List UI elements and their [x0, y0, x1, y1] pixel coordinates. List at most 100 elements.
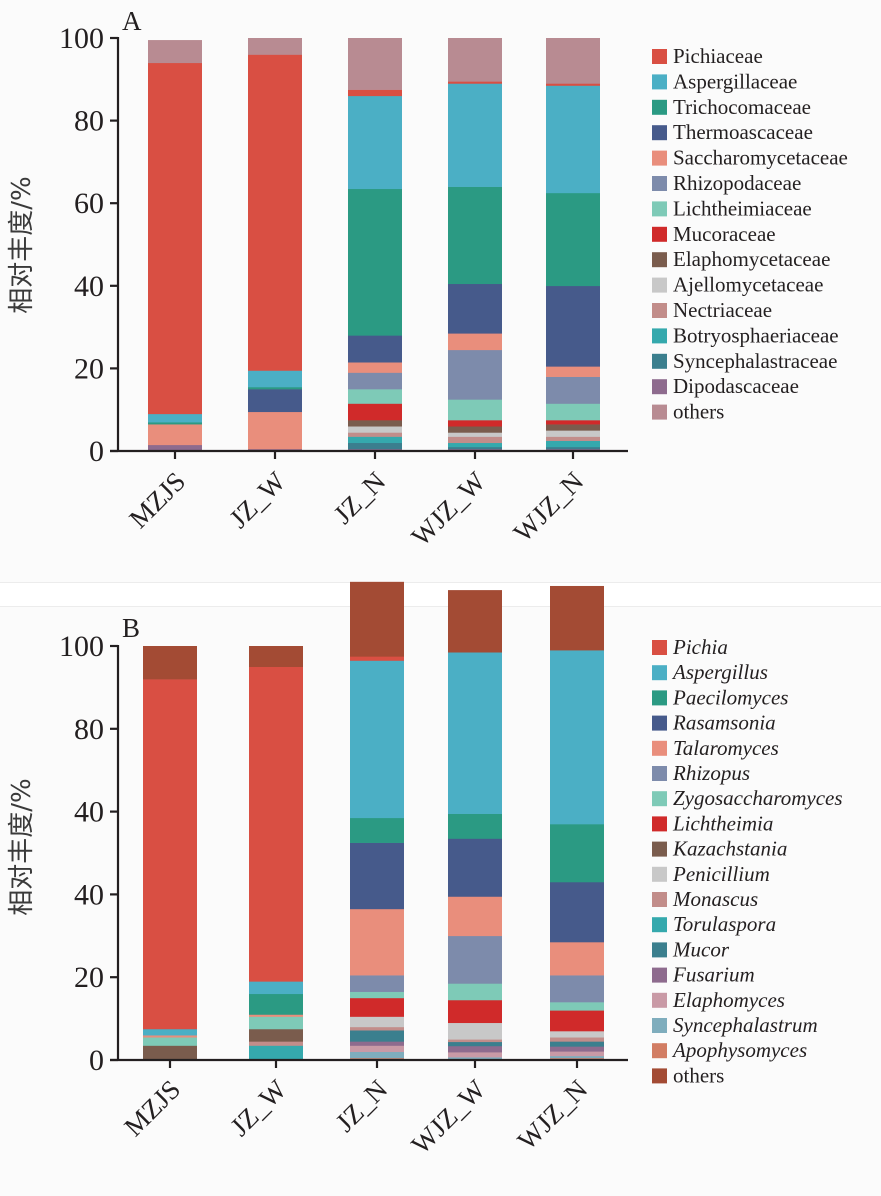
- chart-a-y-tick-label: 100: [59, 22, 104, 55]
- chart-b-panel-label: B: [122, 613, 140, 643]
- chart-a-segment-jz-w-aspergillaceae: [248, 370, 302, 388]
- chart-b-y-tick-label: 20: [74, 961, 104, 994]
- chart-b-legend-label: Rasamsonia: [672, 711, 776, 735]
- chart-b-segment-wjz-n-mucor: [550, 1041, 604, 1047]
- chart-b-segment-wjz-n-penicillium: [550, 1031, 604, 1038]
- chart-a-segment-wjz-n-rhizopodaceae: [546, 376, 600, 404]
- chart-b-segment-jz-n-lichtheimia: [350, 997, 404, 1017]
- chart-a-segment-jz-w-saccharomycetaceae: [248, 411, 302, 450]
- chart-a-legend-item-rhizopodaceae: Rhizopodaceae: [652, 171, 801, 195]
- chart-b-legend-swatch: [652, 892, 667, 907]
- chart-b-segment-wjz-n-talaromyces: [550, 942, 604, 976]
- chart-a-segment-jz-n-lichtheimiaceae: [348, 389, 402, 404]
- chart-b-segment-jz-n-penicillium: [350, 1016, 404, 1028]
- chart-b-legend: PichiaAspergillusPaecilomycesRasamsoniaT…: [652, 635, 843, 1087]
- chart-a-panel-label: A: [122, 6, 142, 36]
- chart-b-legend-item-zygosaccharomyces: Zygosaccharomyces: [652, 786, 843, 810]
- chart-a-segment-mzjs-saccharomycetaceae: [148, 424, 202, 446]
- chart-a-legend-item-syncephalastraceae: Syncephalastraceae: [652, 349, 837, 373]
- chart-b-segment-mzjs-kazachstania: [143, 1045, 197, 1061]
- chart-a-segment-wjz-n-lichtheimiaceae: [546, 403, 600, 421]
- chart-b-legend-item-aspergillus: Aspergillus: [652, 660, 768, 684]
- chart-b-legend-swatch: [652, 1068, 667, 1084]
- chart-b-segment-mzjs-aspergillus: [143, 1028, 197, 1036]
- chart-a-legend-item-ajellomycetaceae: Ajellomycetaceae: [652, 273, 823, 297]
- chart-b-x-tick-label-wjz-w: WJZ_W: [405, 1074, 491, 1160]
- chart-a-segment-wjz-n-nectriaceae: [546, 436, 600, 441]
- chart-a-segment-wjz-n-aspergillaceae: [546, 85, 600, 194]
- chart-a-legend-label: Nectriaceae: [673, 298, 772, 322]
- chart-b-legend-swatch: [652, 665, 667, 681]
- chart-b-legend-swatch: [652, 715, 667, 731]
- chart-b-y-tick-label: 40: [74, 878, 104, 911]
- chart-b-segment-jz-n-mucor: [350, 1030, 404, 1042]
- chart-a-segment-wjz-n-botryosphaeriaceae: [546, 440, 600, 448]
- chart-b-segment-wjz-n-syncephalastrum: [550, 1055, 604, 1059]
- chart-b-bar-wjz-w: [448, 590, 502, 1061]
- chart-b-y-axis-label: 相对丰度/%: [7, 778, 37, 915]
- chart-a-segment-jz-w-thermoascaceae: [248, 389, 302, 413]
- chart-a-legend-item-thermoascaceae: Thermoascaceae: [652, 120, 813, 144]
- chart-a-segment-wjz-w-pichiaceae: [448, 81, 502, 84]
- chart-a-segment-wjz-n-trichocomaceae: [546, 192, 600, 287]
- chart-b-legend-swatch: [652, 1018, 667, 1033]
- chart-b-segment-jz-n-aspergillus: [350, 660, 404, 819]
- chart-a-segment-wjz-w-lichtheimiaceae: [448, 399, 502, 421]
- chart-b-x-tick-label-jz-w: JZ_W: [224, 1074, 292, 1142]
- chart-a-segment-jz-n-syncephalastraceae: [348, 442, 402, 450]
- chart-b-segment-wjz-w-rasamsonia: [448, 838, 502, 897]
- chart-a-y-tick-label: 80: [74, 105, 104, 138]
- chart-b-legend-label: others: [673, 1063, 724, 1087]
- chart-a-legend-label: Thermoascaceae: [673, 120, 813, 144]
- chart-a-legend-swatch: [652, 201, 667, 217]
- chart-a-segment-jz-n-others: [348, 38, 402, 90]
- chart-a-legend-label: Rhizopodaceae: [673, 171, 801, 195]
- chart-b-segment-wjz-w-fusarium: [448, 1045, 502, 1053]
- chart-b-legend-swatch: [652, 917, 667, 933]
- chart-b-legend-swatch: [652, 690, 667, 706]
- chart-b-legend-label: Fusarium: [672, 963, 755, 987]
- chart-a-legend-swatch: [652, 226, 667, 242]
- chart-a-y-tick-label: 0: [89, 435, 104, 468]
- chart-a-segment-wjz-n-pichiaceae: [546, 83, 600, 86]
- chart-b-segment-jz-n-zygosaccharomyces: [350, 991, 404, 999]
- chart-a-y-axis-label: 相对丰度/%: [7, 176, 37, 313]
- chart-a-segment-wjz-n-thermoascaceae: [546, 285, 600, 367]
- chart-a-segment-wjz-w-trichocomaceae: [448, 186, 502, 285]
- chart-b-x-tick-label-jz-n: JZ_N: [330, 1074, 394, 1138]
- chart-a-segment-wjz-w-elaphomycetaceae: [448, 426, 502, 433]
- chart-b-segment-jz-n-fusarium: [350, 1041, 404, 1046]
- chart-b-legend-swatch: [652, 816, 667, 832]
- chart-a-segment-wjz-w-syncephalastraceae: [448, 446, 502, 450]
- chart-a-segment-wjz-w-nectriaceae: [448, 436, 502, 444]
- chart-b-bar-jz-n: [350, 581, 404, 1061]
- chart-a-y-tick-label: 20: [74, 352, 104, 385]
- chart-b-legend-label: Mucor: [672, 937, 730, 961]
- chart-a-legend-label: Mucoraceae: [673, 222, 776, 246]
- chart-b-legend-item-others: others: [652, 1063, 724, 1087]
- chart-b-segment-jz-w-zygosaccharomyces: [249, 1016, 303, 1030]
- chart-a-legend-item-mucoraceae: Mucoraceae: [652, 222, 776, 246]
- chart-b-legend-label: Elaphomyces: [672, 988, 785, 1012]
- chart-b-legend-label: Penicillium: [672, 862, 770, 886]
- chart-a-legend-item-others: others: [652, 400, 724, 424]
- chart-a-legend-swatch: [652, 150, 667, 166]
- chart-a-segment-wjz-n-saccharomycetaceae: [546, 366, 600, 377]
- chart-a-bar-mzjs: [148, 40, 202, 452]
- chart-b-legend-item-talaromyces: Talaromyces: [652, 736, 779, 760]
- chart-b-segment-jz-w-kazachstania: [249, 1028, 303, 1042]
- chart-a-legend-label: Elaphomycetaceae: [673, 247, 830, 271]
- chart-b-legend-label: Torulaspora: [673, 912, 776, 936]
- chart-b-segment-jz-n-syncephalastrum: [350, 1051, 404, 1059]
- chart-a-legend-swatch: [652, 125, 667, 141]
- chart-b-legend-swatch: [652, 841, 667, 857]
- chart-b-segment-wjz-n-rhizopus: [550, 975, 604, 1003]
- chart-b-segment-wjz-w-zygosaccharomyces: [448, 983, 502, 1001]
- chart-b-legend-label: Zygosaccharomyces: [673, 786, 843, 810]
- chart-b-legend-swatch: [652, 740, 667, 756]
- chart-a-legend-swatch: [652, 176, 667, 191]
- chart-b-x-tick-label-mzjs: MZJS: [118, 1074, 186, 1142]
- chart-b-segment-wjz-w-syncephalastrum: [448, 1057, 502, 1060]
- chart-b-legend-item-monascus: Monascus: [652, 887, 758, 911]
- chart-a-segment-jz-n-thermoascaceae: [348, 335, 402, 363]
